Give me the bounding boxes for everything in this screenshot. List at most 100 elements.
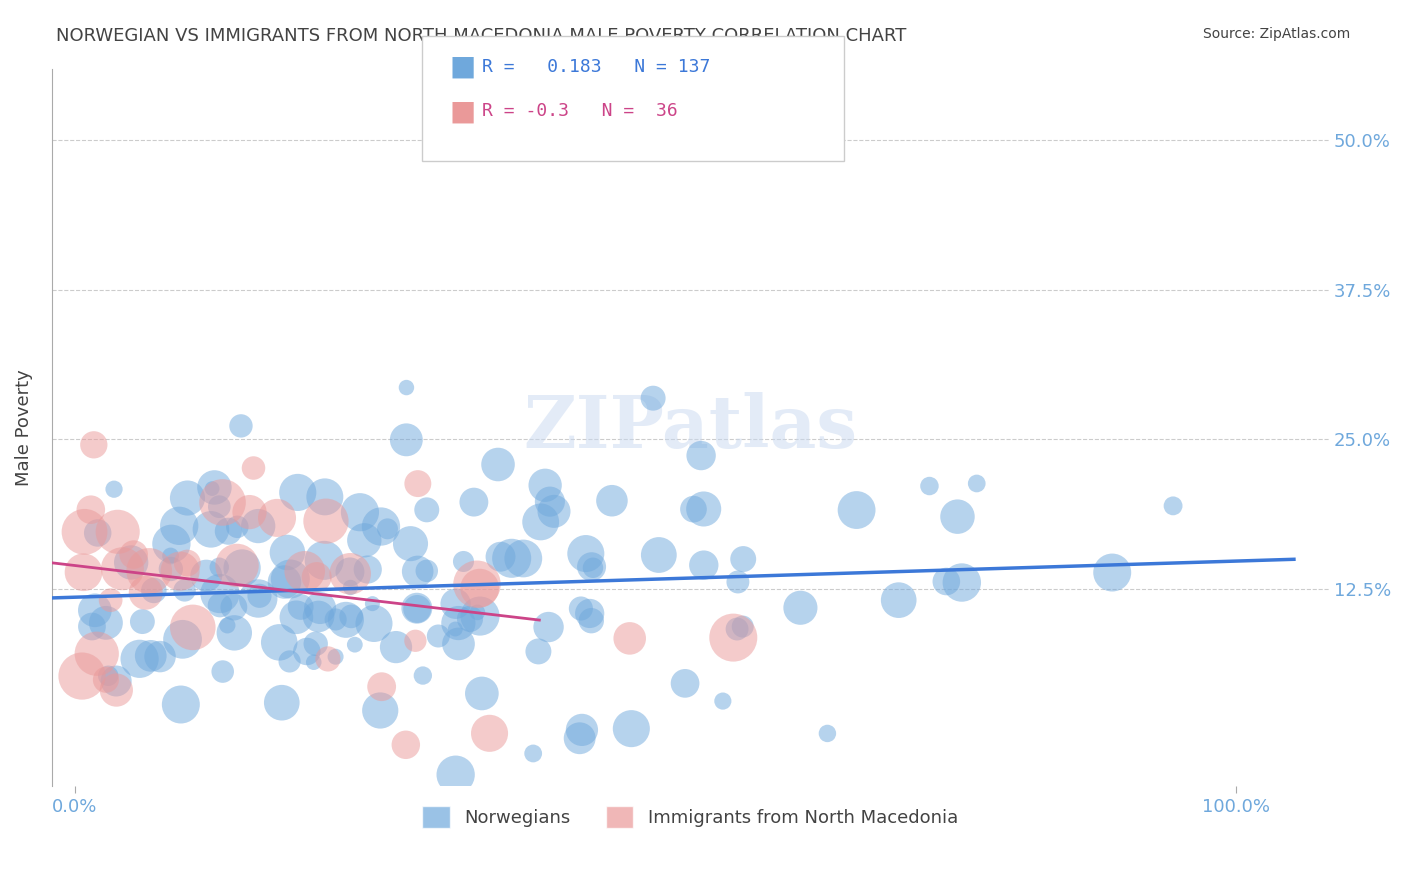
Point xyxy=(204,480,226,494)
Point xyxy=(159,549,181,563)
Point xyxy=(107,524,129,539)
Point xyxy=(308,609,330,624)
Text: ■: ■ xyxy=(450,53,477,81)
Point xyxy=(120,556,142,570)
Point xyxy=(620,722,643,736)
Point xyxy=(100,593,122,607)
Point xyxy=(94,615,117,630)
Point xyxy=(287,485,309,500)
Point xyxy=(501,551,523,566)
Point xyxy=(571,723,593,737)
Point xyxy=(966,476,988,491)
Text: ■: ■ xyxy=(450,97,477,126)
Point xyxy=(97,669,120,683)
Point xyxy=(643,391,665,405)
Point xyxy=(208,500,231,514)
Point xyxy=(316,652,339,666)
Point xyxy=(363,616,385,631)
Point xyxy=(83,603,105,617)
Point xyxy=(682,502,704,516)
Point xyxy=(224,626,246,640)
Point xyxy=(128,652,150,666)
Point xyxy=(377,522,399,536)
Point xyxy=(80,619,103,633)
Point xyxy=(325,612,347,626)
Point xyxy=(578,607,600,621)
Point xyxy=(339,565,361,579)
Point xyxy=(200,522,222,536)
Point xyxy=(238,505,260,519)
Text: ZIPatlas: ZIPatlas xyxy=(523,392,858,463)
Point xyxy=(731,619,754,633)
Point xyxy=(1101,566,1123,580)
Point xyxy=(530,515,553,529)
Point xyxy=(270,696,292,710)
Point xyxy=(160,537,183,551)
Point xyxy=(404,633,426,648)
Text: NORWEGIAN VS IMMIGRANTS FROM NORTH MACEDONIA MALE POVERTY CORRELATION CHART: NORWEGIAN VS IMMIGRANTS FROM NORTH MACED… xyxy=(56,27,907,45)
Point xyxy=(447,615,470,630)
Point xyxy=(399,536,422,550)
Point xyxy=(217,524,239,539)
Point xyxy=(172,632,194,647)
Point xyxy=(167,518,190,533)
Point xyxy=(122,548,145,562)
Point xyxy=(412,668,434,682)
Point xyxy=(395,380,418,394)
Point xyxy=(522,747,544,761)
Point xyxy=(815,726,838,740)
Text: R =   0.183   N = 137: R = 0.183 N = 137 xyxy=(482,58,710,76)
Point xyxy=(103,482,125,496)
Point xyxy=(94,673,117,687)
Point xyxy=(335,613,357,627)
Point xyxy=(357,562,380,576)
Point xyxy=(727,574,749,589)
Point xyxy=(339,581,361,595)
Point xyxy=(537,620,560,634)
Point xyxy=(181,620,204,634)
Point xyxy=(208,586,231,600)
Point xyxy=(273,574,295,589)
Point xyxy=(395,738,418,752)
Point xyxy=(295,644,318,658)
Point xyxy=(305,637,328,651)
Point xyxy=(86,647,108,661)
Point xyxy=(568,731,591,746)
Point xyxy=(173,583,195,598)
Point xyxy=(217,618,239,632)
Point xyxy=(105,673,128,688)
Point xyxy=(294,564,316,578)
Point xyxy=(314,553,336,567)
Point xyxy=(845,503,868,517)
Point xyxy=(73,524,96,539)
Point xyxy=(600,493,623,508)
Point xyxy=(222,600,245,615)
Point xyxy=(105,683,128,698)
Point xyxy=(723,631,745,645)
Point xyxy=(582,561,605,575)
Point xyxy=(478,726,501,740)
Point xyxy=(444,768,467,782)
Point xyxy=(305,570,328,584)
Point xyxy=(406,476,429,491)
Point xyxy=(249,589,271,603)
Point xyxy=(247,591,270,606)
Point xyxy=(512,551,534,566)
Point xyxy=(139,648,162,663)
Point xyxy=(463,495,485,509)
Point xyxy=(370,680,392,694)
Point xyxy=(339,566,361,581)
Point xyxy=(673,676,696,690)
Point xyxy=(131,615,153,629)
Point xyxy=(950,575,973,590)
Point xyxy=(581,614,603,628)
Point xyxy=(368,704,391,718)
Point xyxy=(468,581,491,595)
Point xyxy=(135,586,157,600)
Legend: Norwegians, Immigrants from North Macedonia: Norwegians, Immigrants from North Macedo… xyxy=(415,798,966,835)
Point xyxy=(427,629,450,643)
Point xyxy=(242,461,264,475)
Point xyxy=(340,609,363,624)
Point xyxy=(176,491,198,505)
Point xyxy=(581,559,603,574)
